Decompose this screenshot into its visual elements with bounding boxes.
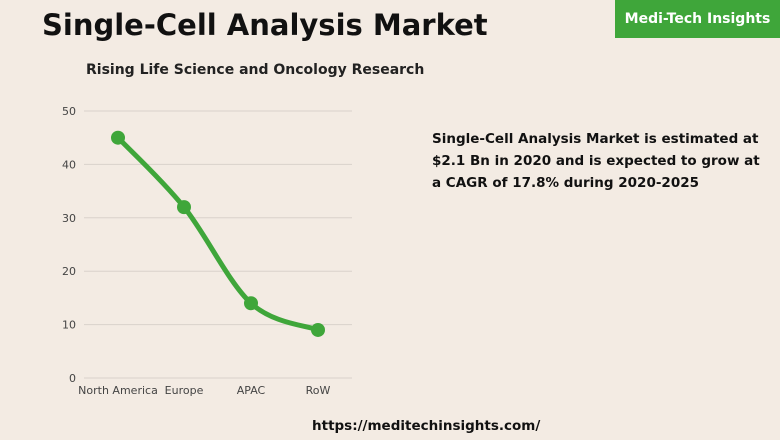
y-tick-label: 40	[62, 158, 76, 171]
y-axis-ticks: 0 10 20 30 40 50	[62, 105, 76, 385]
line-chart: 0 10 20 30 40 50 North America Europe APAC RoW	[62, 105, 352, 397]
x-tick-label: Europe	[165, 384, 204, 397]
data-point-apac	[244, 296, 258, 311]
y-tick-label: 30	[62, 212, 76, 225]
chart-gridlines	[84, 110, 352, 379]
market-description: Single-Cell Analysis Market is estimated…	[432, 131, 760, 191]
brand-logo: Medi-Tech Insights	[615, 0, 780, 38]
data-point-north-america	[111, 130, 125, 145]
y-tick-label: 50	[62, 105, 76, 118]
chart-title: Rising Life Science and Oncology Researc…	[86, 62, 425, 78]
x-axis-ticks: North America Europe APAC RoW	[78, 384, 330, 397]
page-title: Single-Cell Analysis Market	[42, 8, 488, 42]
x-tick-label: North America	[78, 384, 158, 397]
y-tick-label: 0	[69, 372, 76, 385]
x-tick-label: APAC	[237, 384, 266, 397]
data-points	[111, 130, 325, 337]
y-tick-label: 20	[62, 265, 76, 278]
x-tick-label: RoW	[306, 384, 331, 397]
data-point-row	[311, 322, 325, 337]
footer-url[interactable]: https://meditechinsights.com/	[312, 418, 541, 434]
data-point-europe	[177, 200, 191, 215]
y-tick-label: 10	[62, 319, 76, 332]
series-line	[115, 135, 321, 333]
